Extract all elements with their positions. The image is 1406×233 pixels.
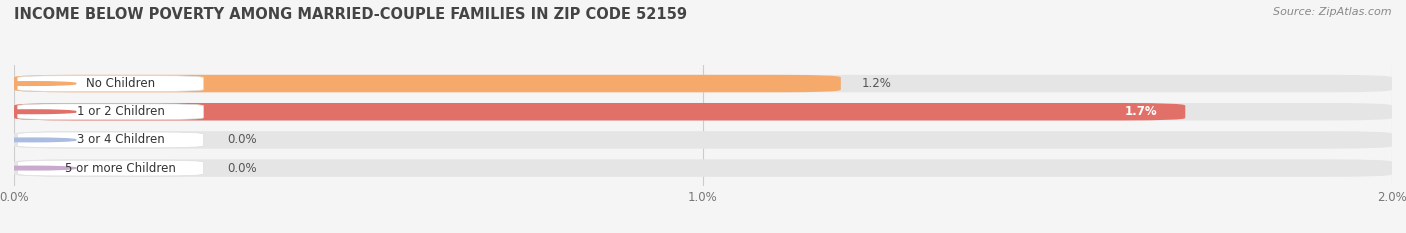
Circle shape [0,166,76,170]
Text: 5 or more Children: 5 or more Children [66,161,176,175]
FancyBboxPatch shape [14,103,1185,120]
Text: INCOME BELOW POVERTY AMONG MARRIED-COUPLE FAMILIES IN ZIP CODE 52159: INCOME BELOW POVERTY AMONG MARRIED-COUPL… [14,7,688,22]
FancyBboxPatch shape [14,103,1392,120]
Text: 1.7%: 1.7% [1125,105,1157,118]
Circle shape [0,110,76,113]
FancyBboxPatch shape [17,104,204,120]
Text: 1 or 2 Children: 1 or 2 Children [77,105,165,118]
Text: 0.0%: 0.0% [228,134,257,146]
Text: Source: ZipAtlas.com: Source: ZipAtlas.com [1274,7,1392,17]
FancyBboxPatch shape [14,75,841,92]
FancyBboxPatch shape [14,159,1392,177]
FancyBboxPatch shape [17,160,204,176]
Circle shape [0,138,76,142]
FancyBboxPatch shape [14,131,1392,149]
FancyBboxPatch shape [17,132,204,148]
FancyBboxPatch shape [17,76,204,91]
Text: 0.0%: 0.0% [228,161,257,175]
Text: No Children: No Children [86,77,156,90]
Circle shape [0,82,76,85]
FancyBboxPatch shape [14,75,1392,92]
Text: 1.2%: 1.2% [862,77,891,90]
Text: 3 or 4 Children: 3 or 4 Children [77,134,165,146]
